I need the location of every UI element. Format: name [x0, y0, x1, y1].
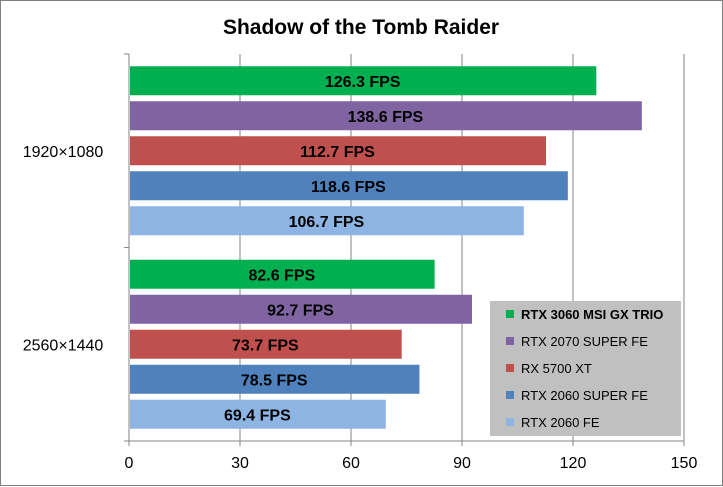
legend-label: RTX 2060 FE: [521, 415, 600, 430]
legend: RTX 3060 MSI GX TRIO RTX 2070 SUPER FE RX …: [490, 301, 681, 436]
x-tick-label: 0: [125, 455, 134, 472]
bar-data-label: 118.6 FPS: [311, 179, 386, 196]
bar-data-label: 126.3 FPS: [325, 74, 401, 91]
legend-label: RTX 2070 SUPER FE: [521, 334, 648, 349]
bar: [130, 364, 420, 394]
bar-data-label: 78.5 FPS: [241, 372, 308, 389]
category-label: 1920×1080: [23, 144, 104, 161]
bar-data-label: 138.6 FPS: [348, 109, 424, 126]
bar: [130, 294, 472, 324]
bar: [130, 399, 386, 429]
bar-data-label: 69.4 FPS: [224, 407, 291, 424]
bar: [130, 171, 568, 201]
category-label: 2560×1440: [23, 337, 104, 354]
bar-data-label: 106.7 FPS: [289, 214, 365, 231]
chart-title: Shadow of the Tomb Raider: [223, 16, 499, 39]
bar: [130, 206, 524, 236]
legend-swatch: [506, 364, 514, 372]
bar-data-label: 73.7 FPS: [232, 337, 299, 354]
bar-data-label: 82.6 FPS: [248, 267, 315, 284]
legend-label: RX 5700 XT: [521, 361, 592, 376]
bars: 126.3 FPS 138.6 FPS 112.7 FPS 118.6 FPS 106.…: [130, 66, 642, 429]
legend-swatch: [506, 337, 514, 345]
legend-swatch: [506, 391, 514, 399]
bar: [130, 136, 546, 166]
bar: [130, 101, 642, 131]
x-tick-label: 120: [560, 455, 587, 472]
legend-label: RTX 2060 SUPER FE: [521, 388, 648, 403]
axes: 0 30 60 90 120 150 1920×1080 2560×1440: [23, 53, 698, 472]
legend-swatch: [506, 310, 514, 318]
legend-swatch: [506, 418, 514, 426]
x-tick-label: 60: [342, 455, 360, 472]
bar: [130, 329, 402, 359]
legend-box: [490, 301, 681, 436]
bar-data-label: 92.7 FPS: [267, 302, 334, 319]
bar: [130, 259, 435, 289]
x-tick-label: 90: [453, 455, 471, 472]
x-tick-label: 30: [231, 455, 249, 472]
legend-label: RTX 3060 MSI GX TRIO: [521, 307, 663, 322]
bar: [130, 66, 597, 96]
x-tick-label: 150: [671, 455, 698, 472]
bar-data-label: 112.7 FPS: [300, 144, 375, 161]
